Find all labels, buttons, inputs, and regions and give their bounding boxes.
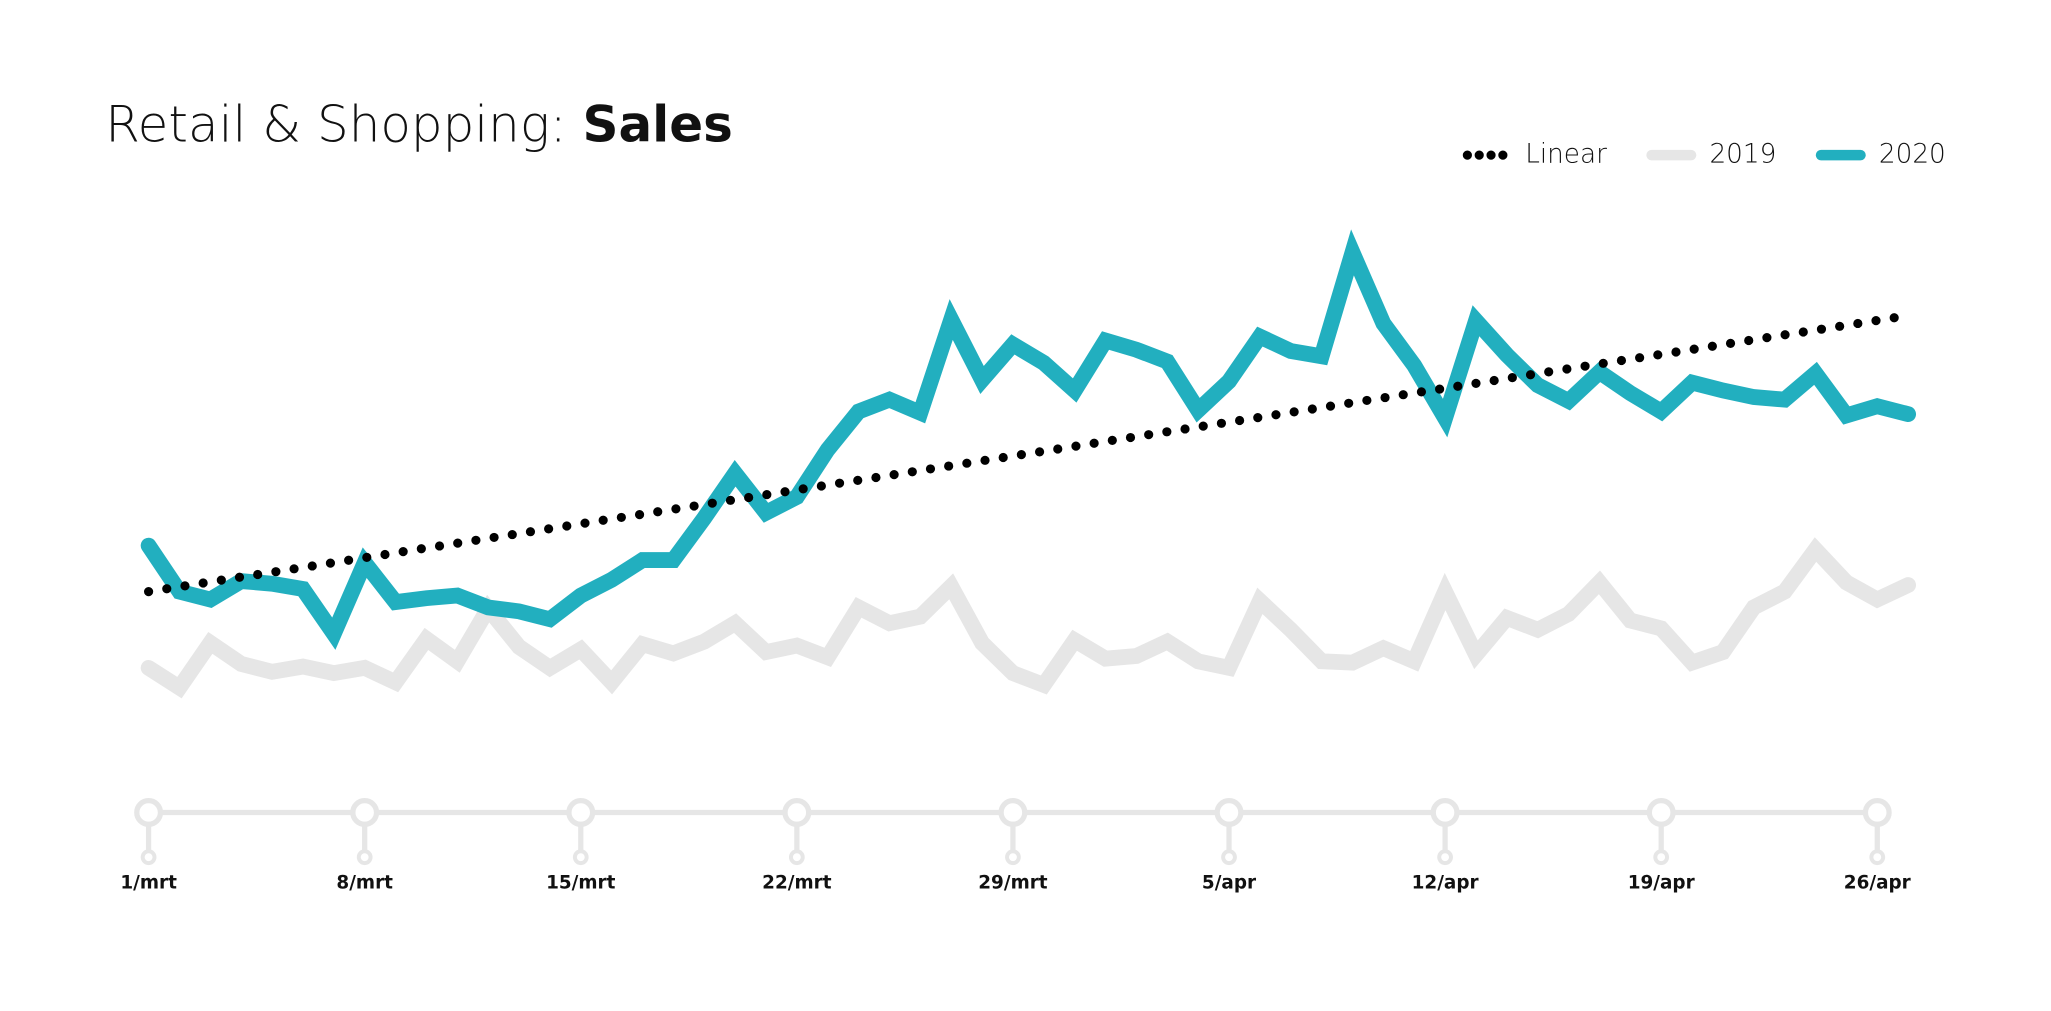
- tick-foot: [1869, 849, 1886, 866]
- tick-foot: [572, 849, 589, 866]
- tick-foot: [1437, 849, 1453, 866]
- series-line: [140, 537, 1917, 699]
- series-line: [143, 310, 1913, 597]
- tick-knob: [782, 798, 812, 827]
- chart-title: Retail & Shopping: Sales: [105, 95, 733, 153]
- tick-knob: [566, 798, 596, 827]
- series-line: [140, 229, 1917, 650]
- x-tick-label: 15/mrt: [546, 872, 616, 893]
- x-tick-label: 26/apr: [1844, 872, 1912, 893]
- x-tick-label: 5/apr: [1202, 872, 1257, 893]
- tick-knob: [1862, 798, 1892, 827]
- title-text: Retail & Shopping:: [105, 95, 566, 153]
- x-tick-label: 12/apr: [1412, 872, 1480, 893]
- x-tick-label: 1/mrt: [120, 872, 177, 893]
- title-emphasis: Sales: [583, 95, 733, 153]
- tick-knob: [134, 798, 164, 827]
- tick-foot: [1005, 849, 1021, 866]
- legend-label: 2019: [1709, 140, 1776, 170]
- tick-knob: [350, 798, 380, 827]
- tick-knob: [1214, 798, 1244, 827]
- x-tick-label: 29/mrt: [978, 872, 1048, 893]
- tick-foot: [356, 849, 373, 866]
- tick-foot: [140, 849, 157, 866]
- x-tick-label: 8/mrt: [336, 872, 393, 893]
- x-tick-label: 19/apr: [1628, 872, 1696, 893]
- x-tick-label: 22/mrt: [762, 872, 832, 893]
- legend-label: Linear: [1525, 140, 1607, 170]
- tick-foot: [1653, 849, 1670, 866]
- tick-knob: [1646, 798, 1676, 827]
- tick-foot: [788, 849, 805, 866]
- legend-label: 2020: [1879, 140, 1946, 170]
- tick-knob: [998, 798, 1028, 827]
- tick-foot: [1221, 849, 1237, 866]
- tick-knob: [1430, 798, 1460, 827]
